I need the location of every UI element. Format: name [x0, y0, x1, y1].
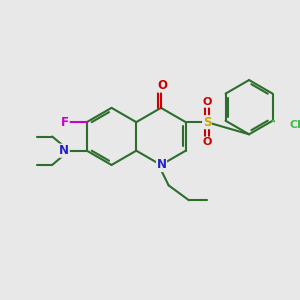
- Text: S: S: [203, 116, 211, 129]
- Text: O: O: [202, 97, 212, 107]
- Text: N: N: [59, 144, 69, 157]
- Text: F: F: [61, 116, 69, 129]
- Text: N: N: [157, 158, 166, 172]
- Text: Cl: Cl: [289, 120, 300, 130]
- Text: O: O: [157, 79, 167, 92]
- Text: O: O: [202, 137, 212, 147]
